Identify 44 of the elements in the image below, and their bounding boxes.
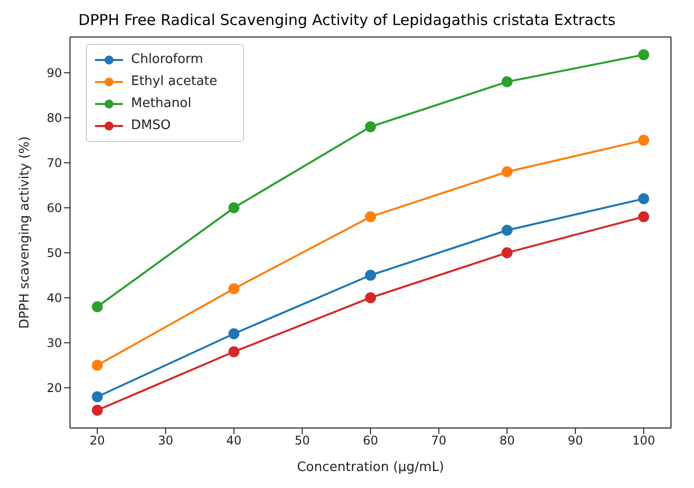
x-tick-label: 90 — [568, 434, 584, 448]
point — [228, 202, 240, 214]
point — [502, 166, 513, 178]
x-tick-label: 30 — [158, 434, 174, 448]
point — [502, 224, 513, 236]
y-tick-label: 60 — [46, 201, 62, 216]
y-tick-label: 80 — [46, 111, 62, 126]
legend-label: Ethyl acetate — [131, 73, 218, 91]
point — [638, 49, 650, 60]
y-tick-label: 40 — [46, 291, 62, 305]
point — [502, 247, 513, 258]
y-tick-label: 90 — [46, 66, 62, 80]
point — [365, 121, 376, 132]
x-axis-title: Concentration (μg/mL) — [296, 460, 444, 476]
point — [228, 328, 240, 340]
point — [502, 76, 513, 88]
x-tick-label: 70 — [431, 434, 446, 448]
point — [365, 211, 376, 222]
chart-title: DPPH Free Radical Scavenging Activity of Lepidagathis cristata Extracts — [77, 10, 617, 31]
y-tick-label: 20 — [46, 380, 62, 395]
x-tick-label: 60 — [362, 434, 378, 448]
point — [228, 346, 240, 358]
point — [638, 193, 650, 204]
point — [365, 270, 376, 281]
point — [92, 404, 103, 416]
point — [365, 292, 376, 304]
y-tick-label: 50 — [46, 246, 62, 260]
x-tick-label: 20 — [90, 434, 105, 448]
x-tick-label: 50 — [294, 434, 310, 448]
point — [92, 360, 103, 371]
x-tick-label: 40 — [226, 434, 242, 448]
point — [638, 211, 650, 222]
x-tick-label: 80 — [499, 434, 515, 448]
legend-label: DMSO — [131, 117, 171, 135]
y-tick-label: 30 — [46, 336, 62, 350]
point — [92, 391, 103, 402]
point — [638, 134, 650, 146]
point — [92, 301, 103, 312]
legend-label: Methanol — [131, 95, 192, 113]
y-axis-title: DPPH scavenging activity (%) — [18, 136, 33, 329]
point — [228, 283, 240, 294]
x-tick-label: 100 — [632, 434, 656, 448]
y-tick-label: 70 — [46, 156, 62, 170]
legend-label: Chloroform — [131, 51, 204, 69]
